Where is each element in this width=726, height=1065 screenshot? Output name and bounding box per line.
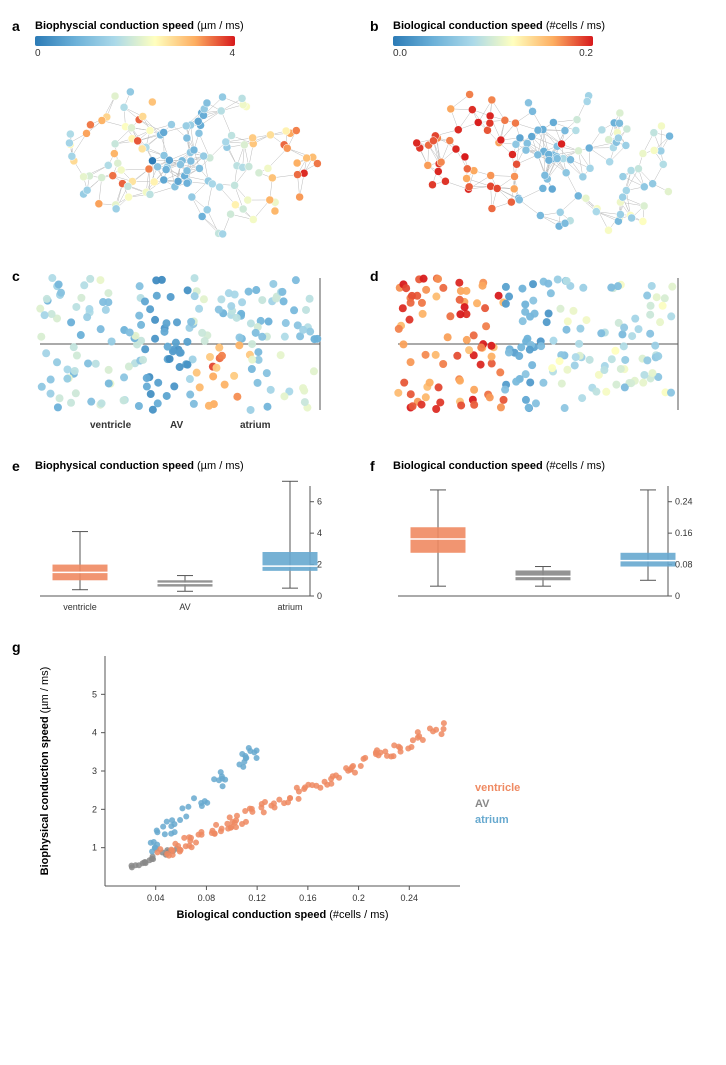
network-a: [20, 65, 340, 245]
boxplot-f: 0 0.08 0.16 0.24: [378, 476, 698, 616]
svg-text:atrium: atrium: [240, 420, 271, 431]
svg-text:atrium: atrium: [277, 602, 302, 612]
svg-text:0: 0: [317, 591, 322, 601]
panel-a-colorbar: 0 4: [35, 36, 348, 59]
panel-a: a Biophyscial conduction speed (µm / ms)…: [20, 20, 348, 245]
panel-b-colorbar: 0.0 0.2: [393, 36, 706, 59]
svg-text:0.2: 0.2: [352, 893, 365, 903]
network-b: [378, 65, 698, 245]
panel-e-title: Biophysical conduction speed (µm / ms): [35, 460, 348, 472]
colorbar-gradient-a: [35, 36, 235, 46]
panel-c: c ventricleAVatrium: [20, 270, 348, 435]
colorbar-gradient-b: [393, 36, 593, 46]
panel-f: f Biological conduction speed (#cells / …: [378, 460, 706, 616]
svg-text:0.08: 0.08: [198, 893, 216, 903]
panel-label-a: a: [12, 18, 20, 34]
panel-g: g 0.040.080.120.160.20.2412345Biophysica…: [20, 641, 706, 921]
panel-label-f: f: [370, 458, 375, 474]
panel-b: b Biological conduction speed (#cells / …: [378, 20, 706, 245]
panel-label-c: c: [12, 268, 20, 284]
svg-text:0.12: 0.12: [248, 893, 266, 903]
svg-text:0.24: 0.24: [401, 893, 419, 903]
scatter-c: ventricle AV atrium: [20, 270, 340, 435]
svg-text:2: 2: [92, 804, 97, 814]
boxplot-e: 0 2 4 6 ventricle AV atrium: [20, 476, 340, 616]
svg-text:6: 6: [317, 497, 322, 507]
svg-text:4: 4: [317, 528, 322, 538]
svg-text:0: 0: [675, 591, 680, 601]
panel-e: e Biophysical conduction speed (µm / ms)…: [20, 460, 348, 616]
svg-text:5: 5: [92, 689, 97, 699]
panel-d: d: [378, 270, 706, 435]
scatter-g: 0.04 0.08 0.12 0.16 0.2 0.24 1 2 3 4 5 Biophysical …: [20, 641, 580, 921]
panel-b-title: Biological conduction speed (#cells / ms…: [393, 20, 706, 32]
panel-label-d: d: [370, 268, 379, 284]
svg-text:AV: AV: [475, 798, 490, 810]
svg-text:3: 3: [92, 766, 97, 776]
panel-a-title: Biophyscial conduction speed (µm / ms): [35, 20, 348, 32]
svg-text:AV: AV: [170, 420, 183, 431]
panel-f-title: Biological conduction speed (#cells / ms…: [393, 460, 706, 472]
svg-text:Biological conduction speed (#: Biological conduction speed (#cells / ms…: [176, 909, 388, 921]
svg-text:0.04: 0.04: [147, 893, 165, 903]
svg-text:ventricle: ventricle: [63, 602, 97, 612]
svg-text:0.16: 0.16: [675, 528, 693, 538]
svg-text:4: 4: [92, 728, 97, 738]
svg-text:2: 2: [317, 560, 322, 570]
panel-label-g: g: [12, 639, 21, 655]
panel-label-e: e: [12, 458, 20, 474]
svg-text:ventricle: ventricle: [475, 782, 520, 794]
scatter-d: [378, 270, 698, 435]
svg-text:AV: AV: [179, 602, 190, 612]
svg-text:0.24: 0.24: [675, 497, 693, 507]
svg-text:ventricle: ventricle: [90, 420, 132, 431]
svg-text:0.16: 0.16: [299, 893, 317, 903]
figure: a Biophyscial conduction speed (µm / ms)…: [20, 20, 706, 921]
svg-text:atrium: atrium: [475, 814, 509, 826]
svg-text:Biophysical conduction speed (: Biophysical conduction speed (µm / ms): [39, 667, 51, 876]
panel-label-b: b: [370, 18, 379, 34]
svg-text:0.08: 0.08: [675, 560, 693, 570]
svg-text:1: 1: [92, 843, 97, 853]
